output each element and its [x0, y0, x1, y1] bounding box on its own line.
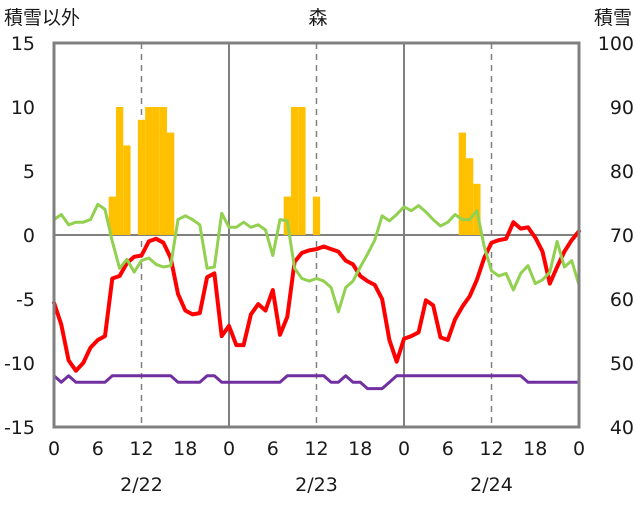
x-tick-label: 6 [442, 438, 454, 460]
left-tick-label: 5 [23, 161, 35, 183]
snow-bar [167, 132, 175, 235]
x-tick-label: 12 [304, 438, 328, 460]
snow-bar [137, 119, 146, 235]
right-tick-label: 50 [610, 353, 634, 375]
snow-bar [298, 107, 306, 235]
snow-bar [290, 107, 299, 235]
x-tick-label: 12 [129, 438, 153, 460]
right-tick-label: 80 [610, 161, 634, 183]
lines-layer [52, 202, 581, 391]
x-tick-label: 18 [348, 438, 372, 460]
bars-layer [108, 107, 481, 235]
date-label: 2/22 [120, 474, 163, 496]
date-label: 2/23 [295, 474, 338, 496]
x-tick-label: 18 [523, 438, 547, 460]
purple-line-series [52, 374, 581, 391]
x-tick-label: 0 [48, 438, 60, 460]
snow-bar [123, 145, 131, 235]
snow-bar [145, 107, 153, 235]
plot-frame [52, 41, 581, 429]
x-tick-label: 0 [398, 438, 410, 460]
x-tick-label: 0 [223, 438, 235, 460]
left-tick-label: -10 [4, 353, 35, 375]
snow-bar [465, 158, 474, 235]
x-tick-label: 6 [92, 438, 104, 460]
red-line-series [52, 220, 581, 373]
right-tick-label: 70 [610, 225, 634, 247]
left-tick-label: 0 [23, 225, 35, 247]
date-label: 2/24 [470, 474, 513, 496]
right-tick-label: 90 [610, 97, 634, 119]
snow-bar [115, 107, 124, 235]
right-tick-label: 40 [610, 417, 634, 439]
left-tick-label: -15 [4, 417, 35, 439]
left-tick-label: 15 [11, 33, 35, 55]
snow-bar [283, 196, 291, 235]
x-tick-label: 12 [479, 438, 503, 460]
snow-bar [458, 132, 466, 235]
left-tick-label: 10 [11, 97, 35, 119]
snow-bar [312, 196, 321, 235]
x-tick-label: 6 [267, 438, 279, 460]
right-tick-label: 60 [610, 289, 634, 311]
x-tick-label: 0 [573, 438, 585, 460]
left-tick-label: -5 [16, 289, 35, 311]
left-axis-label: 積雪以外 [4, 7, 80, 29]
green-line-series [52, 202, 581, 314]
snow-bar [108, 196, 116, 235]
snow-bar [159, 107, 168, 235]
snow-bar [152, 107, 160, 235]
right-tick-label: 100 [598, 33, 634, 55]
x-tick-label: 18 [173, 438, 197, 460]
chart-title: 森 [308, 7, 327, 29]
right-axis-label: 積雪 [594, 7, 632, 29]
